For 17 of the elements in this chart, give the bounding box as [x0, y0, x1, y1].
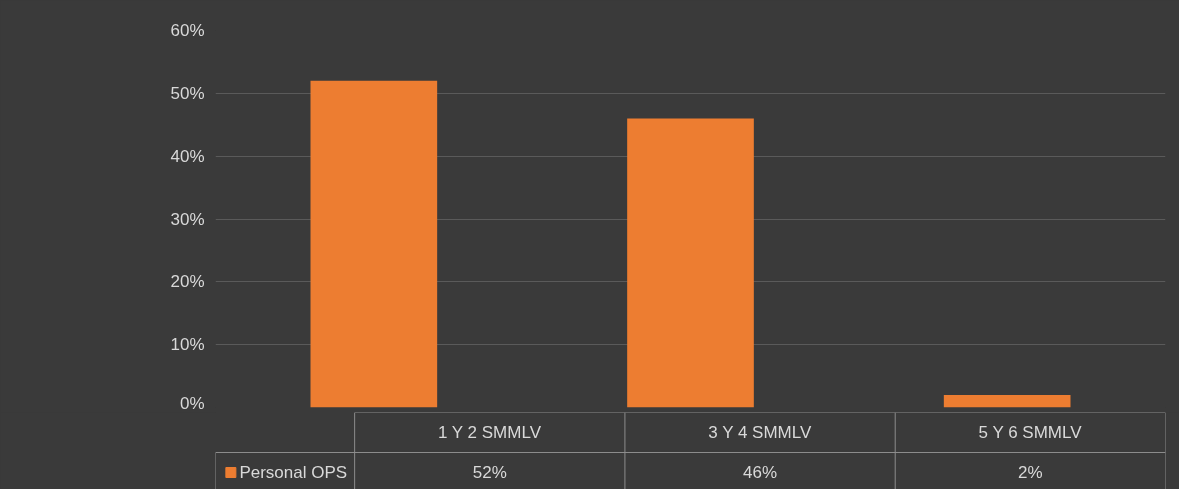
data-label: 2% [1018, 463, 1043, 482]
legend-label: Personal OPS [239, 463, 348, 482]
bar [627, 118, 754, 408]
bar [310, 80, 438, 408]
y-tick-label: 0% [179, 393, 205, 413]
y-tick-label: 50% [170, 83, 205, 103]
x-tick-label: 1 Y 2 SMMLV [437, 423, 542, 442]
y-tick-label: 30% [170, 209, 205, 229]
y-tick-label: 40% [170, 146, 205, 166]
x-tick-label: 5 Y 6 SMMLV [978, 423, 1083, 442]
data-label: 52% [472, 463, 507, 482]
data-label: 46% [743, 463, 778, 482]
x-tick-label: 3 Y 4 SMMLV [708, 423, 812, 442]
y-tick-label: 10% [170, 335, 205, 355]
y-tick-label: 60% [170, 21, 205, 40]
bar [943, 394, 1071, 408]
y-tick-label: 20% [170, 272, 205, 292]
